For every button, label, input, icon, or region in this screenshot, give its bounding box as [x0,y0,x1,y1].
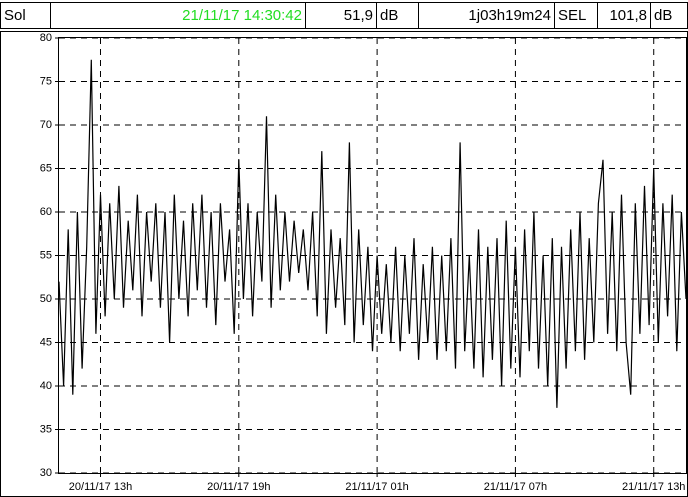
channel-label: Sol [0,2,51,29]
x-tick-label: 20/11/17 19h [207,481,270,493]
y-tick-label: 45 [40,336,52,348]
y-tick-label: 55 [40,249,52,261]
y-tick-label: 40 [40,380,52,392]
x-tick-label: 20/11/17 13h [69,481,132,493]
x-tick-label: 21/11/17 07h [484,481,547,493]
sel: 101,8 [597,2,651,29]
level: 51,9 [305,2,377,29]
duration: 1j03h19m24 [418,2,555,29]
y-tick-label: 30 [40,467,52,479]
time: 21/11/17 14:30:42 [50,2,306,29]
y-tick-label: 70 [40,119,52,131]
x-tick-label: 21/11/17 13h [622,481,685,493]
line [58,59,687,408]
x-tick-label: 21/11/17 01h [345,481,408,493]
y-tick-label: 60 [40,206,52,218]
y-tick-label: 50 [40,293,52,305]
y-tick-label: 75 [40,75,52,87]
y-tick-label: 65 [40,162,52,174]
y-tick-label: 80 [40,32,52,44]
header: Sol 21/11/17 14:30:42 51,9 dB 1j03h19m24… [0,0,688,32]
sel-unit: dB [650,2,688,29]
y-tick-label: 35 [40,423,52,435]
